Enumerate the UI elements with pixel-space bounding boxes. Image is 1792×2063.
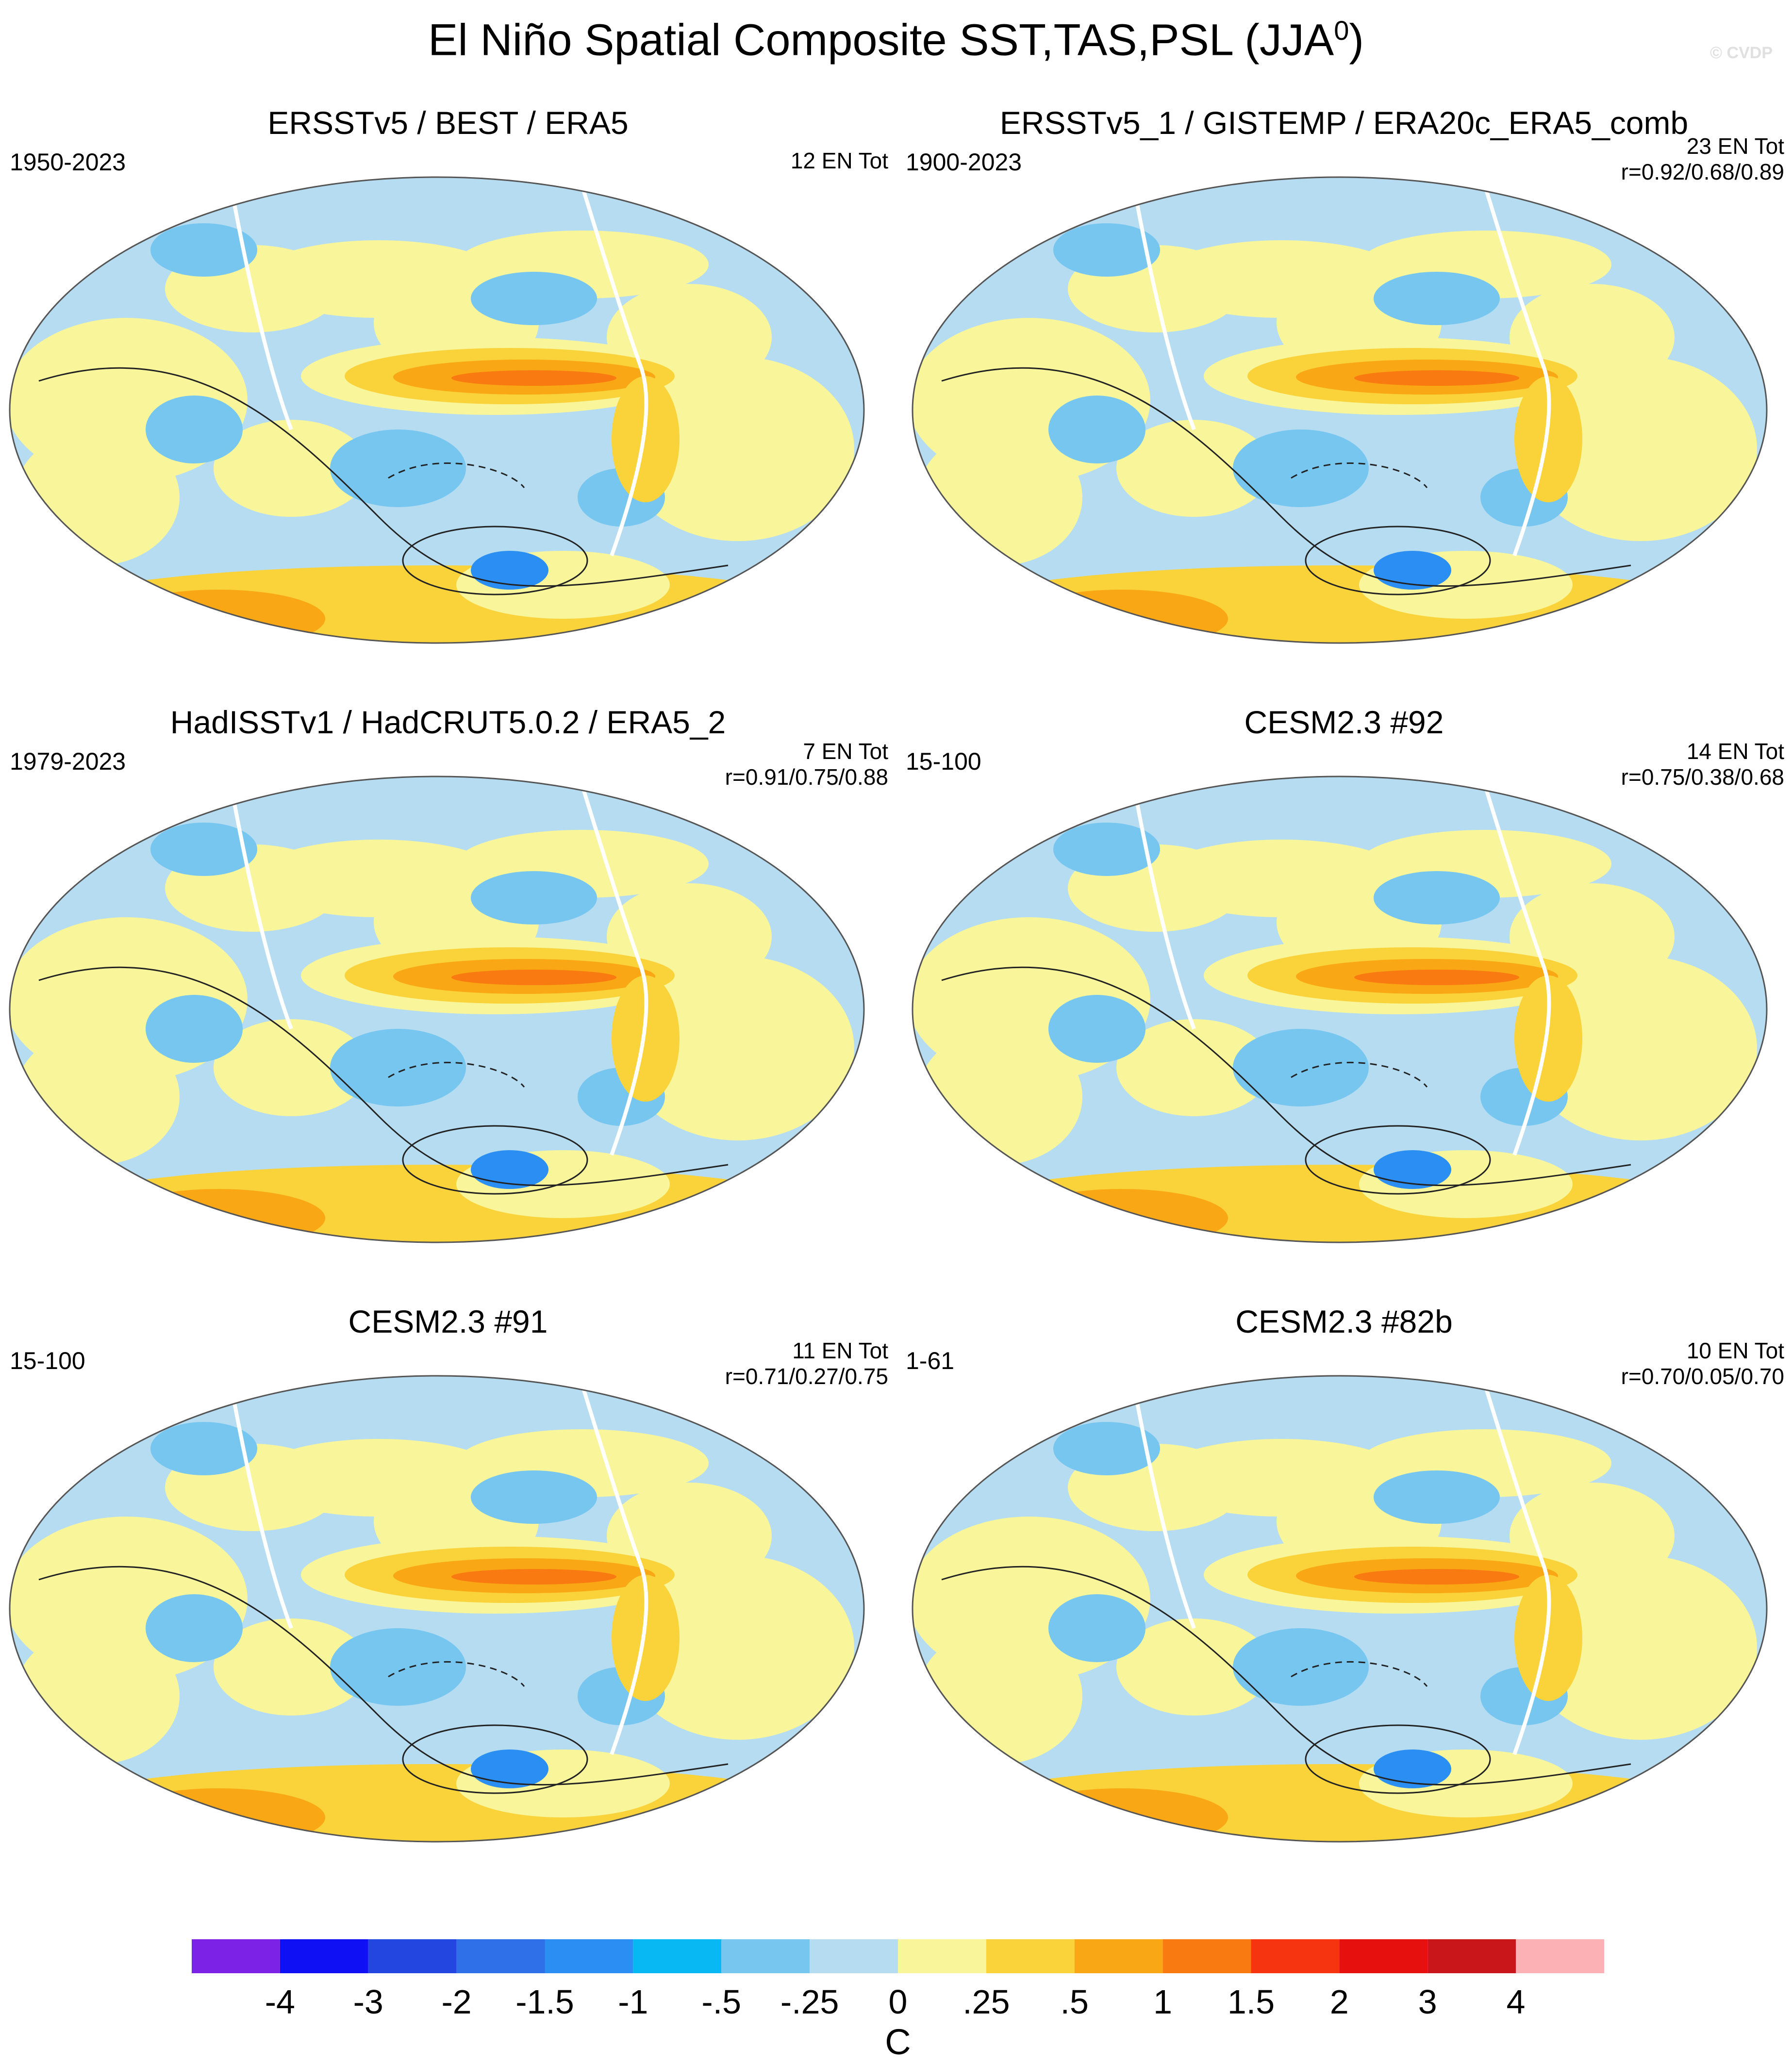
panel-count: 23 EN Tot xyxy=(1686,133,1784,159)
panel-count: 7 EN Tot xyxy=(803,739,888,764)
colorbar-swatch xyxy=(986,1939,1075,1973)
colorbar-swatch xyxy=(280,1939,368,1973)
panel-count: 12 EN Tot xyxy=(790,148,888,173)
map-panel-2: ERSSTv5_1 / GISTEMP / ERA20c_ERA5_comb 1… xyxy=(896,104,1792,706)
panel-correlation: r=0.71/0.27/0.75 xyxy=(725,1363,888,1389)
colorbar-tick-label: 0 xyxy=(888,1983,908,2021)
panel-stats: 10 EN Tot r=0.70/0.05/0.70 xyxy=(1621,1338,1784,1389)
colorbar-tick-label: 1.5 xyxy=(1227,1983,1275,2021)
colorbar-swatch xyxy=(1251,1939,1340,1973)
colorbar-swatch xyxy=(368,1939,457,1973)
panel-correlation: r=0.91/0.75/0.88 xyxy=(725,764,888,790)
panel-period: 15-100 xyxy=(906,748,981,775)
panel-title: ERSSTv5 / BEST / ERA5 xyxy=(267,105,629,141)
colorbar-swatch xyxy=(1427,1939,1516,1973)
figure-title: El Niño Spatial Composite SST,TAS,PSL (J… xyxy=(428,15,1364,65)
panel-stats: 14 EN Tot r=0.75/0.38/0.68 xyxy=(1621,739,1784,790)
colorbar-tick-label: 4 xyxy=(1506,1983,1526,2021)
panel-stats: 11 EN Tot r=0.71/0.27/0.75 xyxy=(725,1338,888,1389)
panel-count: 14 EN Tot xyxy=(1686,739,1784,764)
colorbar-swatch xyxy=(633,1939,722,1973)
panel-title: CESM2.3 #92 xyxy=(1244,704,1444,740)
colorbar xyxy=(192,1939,1604,1973)
colorbar-tick-label: -2 xyxy=(441,1983,472,2021)
colorbar-swatch xyxy=(810,1939,898,1973)
colorbar-swatch xyxy=(1162,1939,1251,1973)
colorbar-swatch xyxy=(1339,1939,1428,1973)
panel-correlation: r=0.75/0.38/0.68 xyxy=(1621,764,1784,790)
panel-stats: 7 EN Tot r=0.91/0.75/0.88 xyxy=(725,739,888,790)
panel-period: 1-61 xyxy=(906,1347,955,1374)
colorbar-tick-label: -1.5 xyxy=(515,1983,574,2021)
colorbar-unit: C xyxy=(885,2022,911,2062)
colorbar-swatch xyxy=(1074,1939,1163,1973)
colorbar-swatch xyxy=(1516,1939,1604,1973)
map-panel-6: CESM2.3 #82b 1-61 10 EN Tot r=0.70/0.05/… xyxy=(896,1303,1792,1905)
colorbar-tick-label: -3 xyxy=(353,1983,383,2021)
panel-title: CESM2.3 #91 xyxy=(348,1304,548,1339)
colorbar-swatch xyxy=(721,1939,810,1973)
panel-correlation: r=0.70/0.05/0.70 xyxy=(1621,1363,1784,1389)
map-panel-1: ERSSTv5 / BEST / ERA5 1950-2023 12 EN To… xyxy=(0,104,896,706)
colorbar-tick-label: -4 xyxy=(265,1983,295,2021)
panel-title: CESM2.3 #82b xyxy=(1235,1304,1453,1339)
panel-period: 15-100 xyxy=(10,1347,85,1374)
colorbar-swatch xyxy=(456,1939,545,1973)
colorbar-swatch xyxy=(192,1939,280,1973)
panel-correlation: r=0.92/0.68/0.89 xyxy=(1621,159,1784,184)
colorbar-swatch xyxy=(898,1939,986,1973)
panel-count: 10 EN Tot xyxy=(1686,1338,1784,1363)
colorbar-tick-label: 3 xyxy=(1418,1983,1437,2021)
colorbar-tick-label: .25 xyxy=(962,1983,1010,2021)
colorbar-tick-label: -.25 xyxy=(780,1983,839,2021)
colorbar-tick-label: .5 xyxy=(1060,1983,1089,2021)
map-panel-5: CESM2.3 #91 15-100 11 EN Tot r=0.71/0.27… xyxy=(0,1303,896,1905)
panel-stats: 12 EN Tot xyxy=(791,148,888,174)
panel-count: 11 EN Tot xyxy=(792,1338,888,1363)
panel-title: HadISSTv1 / HadCRUT5.0.2 / ERA5_2 xyxy=(170,704,726,740)
colorbar-swatch xyxy=(545,1939,633,1973)
colorbar-tick-label: 1 xyxy=(1153,1983,1173,2021)
panel-title: ERSSTv5_1 / GISTEMP / ERA20c_ERA5_comb xyxy=(999,105,1689,141)
colorbar-tick-label: -.5 xyxy=(701,1983,742,2021)
panel-stats: 23 EN Tot r=0.92/0.68/0.89 xyxy=(1621,133,1784,185)
map-panel-4: CESM2.3 #92 15-100 14 EN Tot r=0.75/0.38… xyxy=(896,704,1792,1305)
panel-period: 1900-2023 xyxy=(906,149,1022,176)
panel-period: 1979-2023 xyxy=(10,748,126,775)
colorbar-tick-label: 2 xyxy=(1329,1983,1349,2021)
map-panel-3: HadISSTv1 / HadCRUT5.0.2 / ERA5_2 1979-2… xyxy=(0,704,896,1305)
panel-period: 1950-2023 xyxy=(10,149,126,176)
colorbar-tick-label: -1 xyxy=(618,1983,648,2021)
watermark: © CVDP xyxy=(1710,44,1773,62)
